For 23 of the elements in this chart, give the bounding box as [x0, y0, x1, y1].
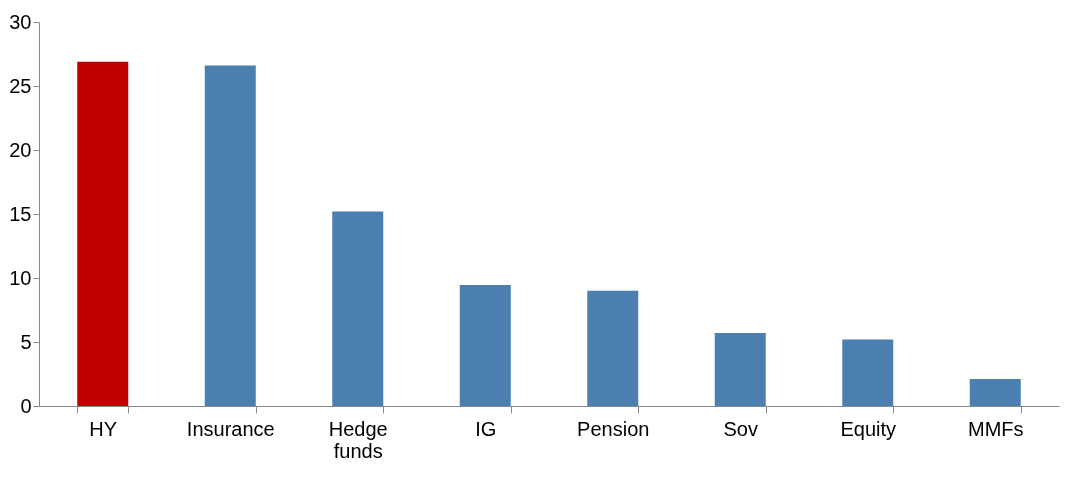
x-tick-label: Pension: [577, 417, 650, 440]
y-tick-label: 30: [9, 10, 32, 33]
y-tick-label: 5: [20, 330, 32, 353]
y-tick-label: 10: [9, 266, 32, 289]
x-tick-label: MMFs: [967, 417, 1024, 440]
x-tick-label: Sov: [723, 417, 758, 440]
x-tick-label: IG: [475, 417, 497, 440]
x-tick-label: Equity: [840, 417, 897, 440]
bar: [587, 290, 639, 406]
y-tick-label: 0: [20, 394, 32, 417]
bar: [459, 285, 511, 406]
bar: [842, 339, 894, 406]
x-tick-label: Hedge funds: [328, 417, 388, 462]
x-tick-label: HY: [89, 417, 118, 440]
y-tick-label: 15: [9, 202, 32, 225]
y-tick-label: 25: [9, 74, 32, 97]
bar: [714, 333, 766, 406]
y-tick-label: 20: [9, 138, 32, 161]
bar: [204, 65, 256, 406]
bar: [77, 61, 129, 406]
bar: [969, 379, 1021, 406]
x-tick-label: Insurance: [186, 417, 275, 440]
bar: [332, 211, 384, 406]
